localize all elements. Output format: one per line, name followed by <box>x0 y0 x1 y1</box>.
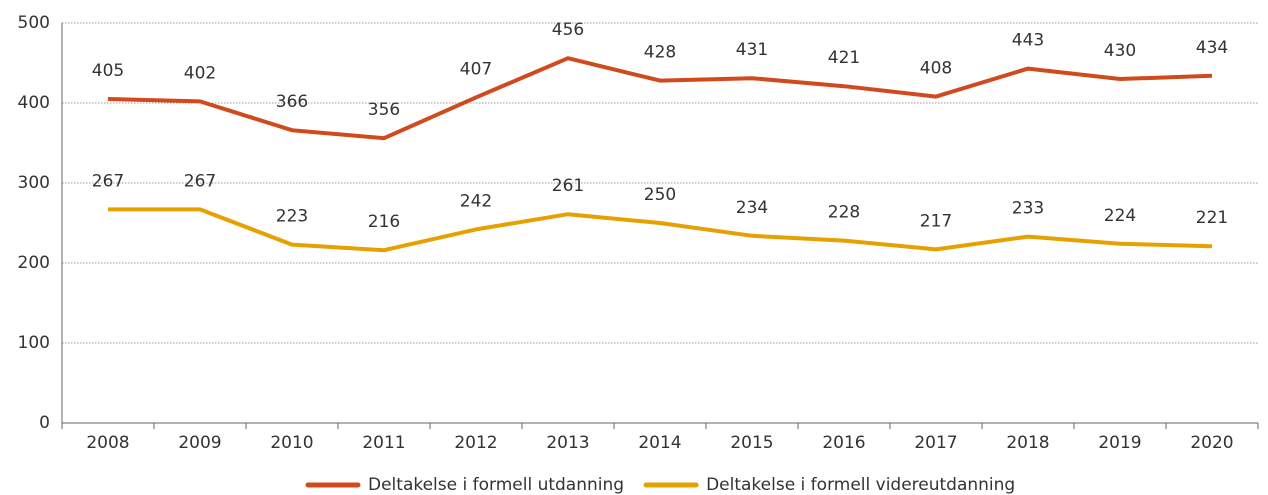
x-tick-label: 2017 <box>914 433 957 453</box>
y-tick-label: 0 <box>39 413 50 433</box>
data-label: 430 <box>1104 41 1136 61</box>
x-tick-label: 2016 <box>822 433 865 453</box>
x-tick-label: 2008 <box>86 433 129 453</box>
data-label: 217 <box>920 211 952 231</box>
x-tick-label: 2012 <box>454 433 497 453</box>
data-label: 405 <box>92 61 124 81</box>
data-label: 224 <box>1104 206 1136 226</box>
y-tick-label: 100 <box>18 333 50 353</box>
data-label: 242 <box>460 191 492 211</box>
x-tick-label: 2018 <box>1006 433 1049 453</box>
x-tick-label: 2010 <box>270 433 313 453</box>
y-tick-label: 400 <box>18 93 50 113</box>
x-tick-label: 2019 <box>1098 433 1141 453</box>
data-label: 228 <box>828 203 860 223</box>
series-line <box>108 207 1213 253</box>
x-tick-label: 2015 <box>730 433 773 453</box>
y-tick-label: 200 <box>18 253 50 273</box>
data-label: 434 <box>1196 38 1228 58</box>
data-label: 250 <box>644 185 676 205</box>
x-tick-label: 2020 <box>1190 433 1233 453</box>
data-label: 356 <box>368 100 400 120</box>
legend-label: Deltakelse i formell utdanning <box>368 475 624 495</box>
data-label: 261 <box>552 176 584 196</box>
data-label: 421 <box>828 48 860 68</box>
x-tick-label: 2013 <box>546 433 589 453</box>
y-tick-label: 300 <box>18 173 50 193</box>
data-label: 428 <box>644 43 676 63</box>
y-tick-label: 500 <box>18 13 50 33</box>
x-tick-label: 2011 <box>362 433 405 453</box>
data-label: 431 <box>736 40 768 60</box>
data-label: 267 <box>184 171 216 191</box>
x-tick-label: 2014 <box>638 433 681 453</box>
data-label: 408 <box>920 59 952 79</box>
data-label: 443 <box>1012 31 1044 51</box>
data-label: 267 <box>92 171 124 191</box>
data-label: 233 <box>1012 199 1044 219</box>
data-label: 402 <box>184 63 216 83</box>
legend-label: Deltakelse i formell videreutdanning <box>706 475 1015 495</box>
data-label: 407 <box>460 59 492 79</box>
series-line <box>107 56 1213 141</box>
data-label: 366 <box>276 92 308 112</box>
data-label: 216 <box>368 212 400 232</box>
data-label: 223 <box>276 207 308 227</box>
data-label: 234 <box>736 198 768 218</box>
x-tick-label: 2009 <box>178 433 221 453</box>
data-label: 456 <box>552 20 584 40</box>
data-label: 221 <box>1196 208 1228 228</box>
